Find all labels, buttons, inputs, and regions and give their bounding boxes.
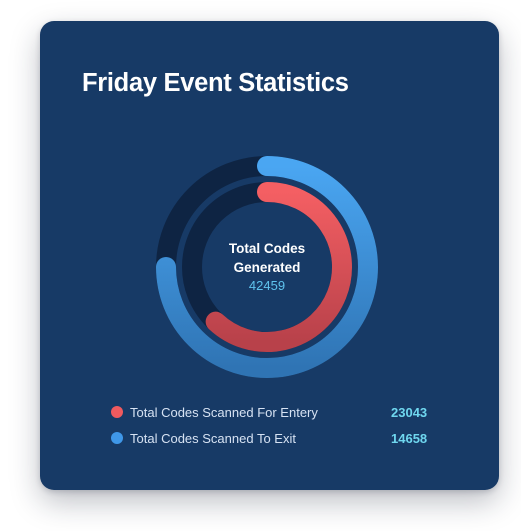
chart-center: Total Codes Generated 42459 (199, 239, 335, 295)
event-stats-card: Friday Event Statistics Total Codes Gene… (40, 21, 499, 490)
entry-color-dot (111, 406, 123, 418)
exit-progress-arc (156, 156, 378, 378)
legend-item-exit: Total Codes Scanned To Exit 14658 (111, 428, 439, 448)
center-label: Total Codes Generated (228, 241, 306, 275)
card-title: Friday Event Statistics (82, 69, 349, 97)
legend-value-entry: 23043 (391, 404, 428, 420)
legend-value-exit: 14658 (391, 430, 428, 446)
radial-progress-chart (156, 156, 378, 378)
legend-item-entry: Total Codes Scanned For Entery 23043 (111, 402, 439, 422)
center-total-value: 42459 (248, 278, 286, 293)
legend-label-exit: Total Codes Scanned To Exit (130, 430, 296, 446)
entry-progress-arc (205, 182, 352, 352)
legend-label-entry: Total Codes Scanned For Entery (130, 404, 318, 420)
exit-color-dot (111, 432, 123, 444)
